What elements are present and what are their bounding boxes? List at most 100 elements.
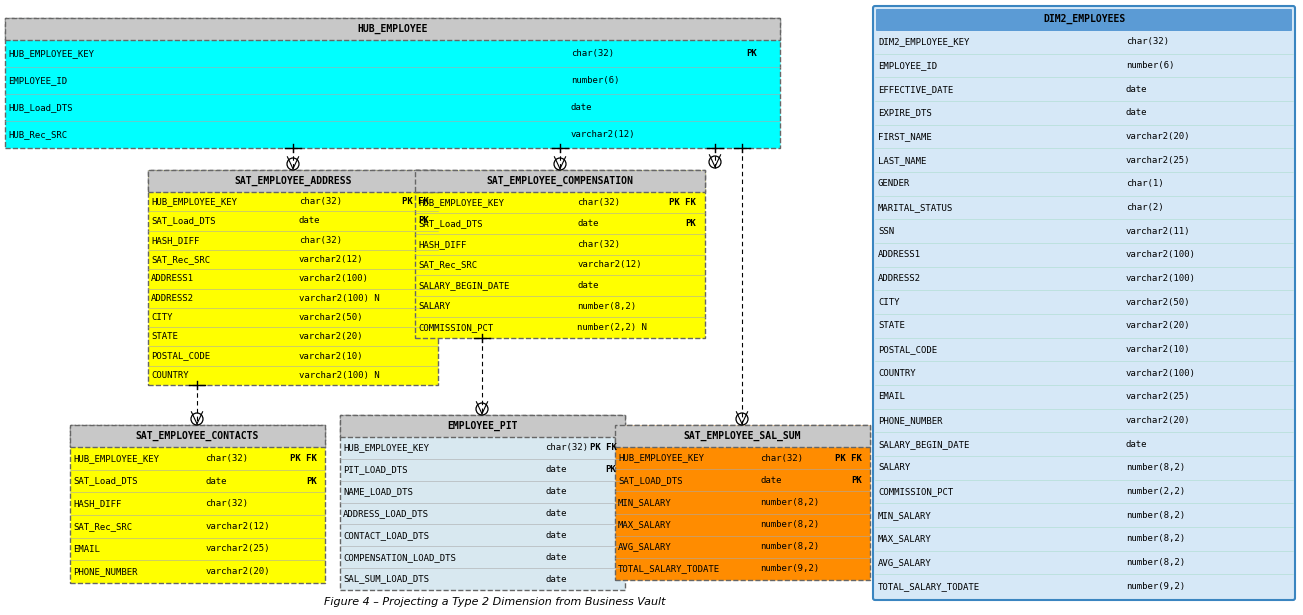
- Bar: [5, 18, 780, 148]
- Text: number(8,2): number(8,2): [1126, 534, 1184, 543]
- Text: SALARY_BEGIN_DATE: SALARY_BEGIN_DATE: [878, 440, 969, 449]
- Text: char(32): char(32): [205, 454, 248, 463]
- Text: varchar2(20): varchar2(20): [205, 567, 270, 576]
- Text: varchar2(50): varchar2(50): [298, 313, 364, 322]
- Text: EXPIRE_DTS: EXPIRE_DTS: [878, 108, 932, 117]
- Text: HUB_Load_DTS: HUB_Load_DTS: [8, 103, 73, 112]
- Text: MARITAL_STATUS: MARITAL_STATUS: [878, 203, 954, 212]
- Text: GENDER: GENDER: [878, 180, 911, 188]
- Text: SAT_Load_DTS: SAT_Load_DTS: [73, 477, 138, 485]
- Text: number(8,2): number(8,2): [761, 520, 820, 529]
- Text: DIM2_EMPLOYEE_KEY: DIM2_EMPLOYEE_KEY: [878, 38, 969, 46]
- Text: STATE: STATE: [151, 332, 179, 341]
- Text: char(32): char(32): [761, 454, 804, 462]
- Text: EMPLOYEE_ID: EMPLOYEE_ID: [8, 76, 68, 85]
- Text: FIRST_NAME: FIRST_NAME: [878, 132, 932, 141]
- Text: number(8,2): number(8,2): [761, 542, 820, 551]
- Text: SSN: SSN: [878, 227, 894, 236]
- Text: PK: PK: [306, 477, 318, 485]
- Text: number(9,2): number(9,2): [761, 565, 820, 573]
- Text: SAT_Load_DTS: SAT_Load_DTS: [151, 216, 215, 226]
- Text: varchar2(12): varchar2(12): [571, 130, 636, 139]
- Text: SAT_LOAD_DTS: SAT_LOAD_DTS: [618, 476, 683, 485]
- Text: PK FK: PK FK: [589, 443, 616, 453]
- Text: ADDRESS1: ADDRESS1: [151, 274, 194, 284]
- Text: varchar2(100): varchar2(100): [1126, 274, 1196, 283]
- Text: varchar2(100): varchar2(100): [1126, 250, 1196, 260]
- Text: PK FK: PK FK: [291, 454, 318, 463]
- Text: POSTAL_CODE: POSTAL_CODE: [878, 345, 937, 354]
- Text: date: date: [545, 466, 567, 474]
- Text: HUB_EMPLOYEE_KEY: HUB_EMPLOYEE_KEY: [73, 454, 159, 463]
- Text: number(8,2): number(8,2): [1126, 510, 1184, 520]
- Text: TOTAL_SALARY_TODATE: TOTAL_SALARY_TODATE: [878, 582, 980, 590]
- Text: number(2,2): number(2,2): [1126, 487, 1184, 496]
- Bar: [70, 425, 324, 583]
- Text: char(32): char(32): [298, 236, 341, 245]
- Text: SAT_EMPLOYEE_CONTACTS: SAT_EMPLOYEE_CONTACTS: [136, 431, 259, 441]
- Text: EFFECTIVE_DATE: EFFECTIVE_DATE: [878, 85, 954, 93]
- Text: PHONE_NUMBER: PHONE_NUMBER: [878, 416, 942, 425]
- Bar: [414, 170, 705, 192]
- Text: varchar2(20): varchar2(20): [1126, 416, 1191, 425]
- Text: PK: PK: [685, 219, 696, 228]
- Text: varchar2(10): varchar2(10): [298, 352, 364, 360]
- Text: HUB_EMPLOYEE_KEY: HUB_EMPLOYEE_KEY: [343, 443, 429, 453]
- Text: MIN_SALARY: MIN_SALARY: [618, 498, 672, 507]
- Text: HASH_DIFF: HASH_DIFF: [73, 499, 121, 508]
- Text: ADDRESS1: ADDRESS1: [878, 250, 921, 260]
- Text: SALARY: SALARY: [878, 463, 911, 472]
- Text: date: date: [205, 477, 227, 485]
- Text: char(32): char(32): [298, 197, 341, 206]
- Text: CITY: CITY: [878, 298, 899, 307]
- FancyBboxPatch shape: [873, 6, 1295, 600]
- Text: COUNTRY: COUNTRY: [151, 371, 189, 380]
- Text: date: date: [1126, 440, 1148, 449]
- Text: date: date: [1126, 108, 1148, 117]
- Text: COMMISSION_PCT: COMMISSION_PCT: [878, 487, 954, 496]
- Text: char(2): char(2): [1126, 203, 1164, 212]
- Text: NAME_LOAD_DTS: NAME_LOAD_DTS: [343, 487, 413, 496]
- Text: PK: PK: [747, 49, 757, 58]
- Text: DIM2_EMPLOYEES: DIM2_EMPLOYEES: [1042, 14, 1124, 24]
- Text: date: date: [545, 487, 567, 496]
- Bar: [615, 425, 870, 447]
- Text: COUNTRY: COUNTRY: [878, 368, 916, 378]
- Text: varchar2(25): varchar2(25): [205, 544, 270, 554]
- Text: varchar2(25): varchar2(25): [1126, 156, 1191, 165]
- Text: date: date: [545, 553, 567, 561]
- Text: number(2,2) N: number(2,2) N: [577, 323, 648, 332]
- Text: PK FK: PK FK: [835, 454, 863, 462]
- Text: PK FK: PK FK: [403, 197, 429, 206]
- Text: SAT_EMPLOYEE_ADDRESS: SAT_EMPLOYEE_ADDRESS: [235, 176, 352, 186]
- Text: varchar2(100): varchar2(100): [298, 274, 369, 284]
- Bar: [340, 415, 625, 437]
- Text: MAX_SALARY: MAX_SALARY: [878, 534, 932, 543]
- Text: varchar2(100): varchar2(100): [1126, 368, 1196, 378]
- Text: HASH_DIFF: HASH_DIFF: [418, 240, 466, 248]
- Text: varchar2(20): varchar2(20): [1126, 321, 1191, 330]
- Text: date: date: [298, 216, 321, 226]
- Text: CITY: CITY: [151, 313, 172, 322]
- Text: COMPENSATION_LOAD_DTS: COMPENSATION_LOAD_DTS: [343, 553, 456, 561]
- Text: EMAIL: EMAIL: [73, 544, 100, 554]
- Text: EMPLOYEE_ID: EMPLOYEE_ID: [878, 61, 937, 70]
- Text: char(32): char(32): [577, 240, 620, 248]
- Text: char(32): char(32): [1126, 38, 1169, 46]
- Text: varchar2(20): varchar2(20): [298, 332, 364, 341]
- Text: char(1): char(1): [1126, 180, 1164, 188]
- Text: COMMISSION_PCT: COMMISSION_PCT: [418, 323, 494, 332]
- Text: varchar2(12): varchar2(12): [205, 522, 270, 531]
- Text: STATE: STATE: [878, 321, 904, 330]
- Bar: [5, 18, 780, 40]
- Text: PK: PK: [852, 476, 863, 485]
- Text: HUB_EMPLOYEE: HUB_EMPLOYEE: [357, 24, 427, 34]
- Text: varchar2(100) N: varchar2(100) N: [298, 371, 379, 380]
- Text: ADDRESS2: ADDRESS2: [151, 293, 194, 303]
- Bar: [615, 425, 870, 580]
- Text: HASH_DIFF: HASH_DIFF: [151, 236, 199, 245]
- Text: SAT_EMPLOYEE_SAL_SUM: SAT_EMPLOYEE_SAL_SUM: [684, 431, 801, 441]
- Text: number(8,2): number(8,2): [577, 302, 637, 311]
- Text: HUB_EMPLOYEE_KEY: HUB_EMPLOYEE_KEY: [8, 49, 94, 58]
- Bar: [149, 170, 438, 385]
